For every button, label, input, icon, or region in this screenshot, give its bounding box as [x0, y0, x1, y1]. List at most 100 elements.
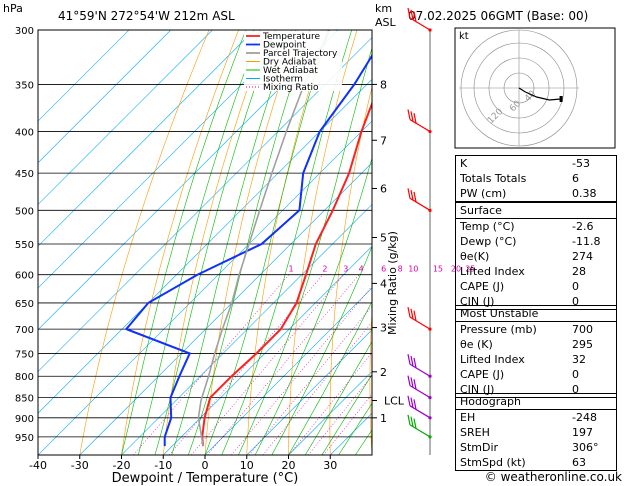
wind-barb-shaft: [409, 316, 431, 330]
wind-barb-dot: [428, 129, 432, 134]
table-row: Totals Totals 6: [456, 171, 616, 186]
row-label: EH: [460, 411, 476, 424]
datetime-label: 07.02.2025 06GMT (Base: 00): [408, 9, 588, 23]
series-line-temperature: [201, 100, 372, 447]
wind-barb-flag: [410, 377, 414, 388]
asl-unit-label: ASL: [375, 16, 397, 29]
wind-barb-shaft: [409, 119, 431, 133]
wind-barb-dot: [428, 28, 432, 32]
row-value: 274: [572, 250, 593, 263]
isotherm-line: [246, 329, 372, 455]
wind-barbs: [407, 7, 432, 455]
height-tick-label: 7: [380, 134, 387, 147]
row-value: 28: [572, 265, 586, 278]
wet-adiabat-line: [338, 402, 372, 455]
height-axis: 8 7 6 5 4 3 2 LCL 1: [372, 78, 405, 425]
table-row: CIN (J) 0: [456, 294, 616, 309]
row-value: -2.6: [572, 220, 594, 233]
x-tick-label: -20: [113, 459, 131, 472]
profiles: [124, 30, 372, 447]
wind-barb-flag: [410, 397, 414, 408]
mixing-ratio-value-label: 1: [289, 265, 294, 274]
pressure-tick-label: 350: [15, 80, 34, 91]
wind-barb: [407, 354, 432, 378]
wind-barb-dot: [428, 416, 432, 420]
hodograph-trace: [518, 87, 561, 101]
wind-barb: [407, 375, 432, 400]
row-value: 197: [572, 426, 593, 439]
x-tick-label: 30: [323, 459, 337, 472]
hodograph-end-marker: [559, 96, 563, 102]
wind-barb-flag: [410, 355, 414, 367]
row-label: Dewp (°C): [460, 235, 517, 248]
row-label: CIN (J): [460, 383, 495, 396]
wind-barb-flag: [407, 375, 411, 386]
x-tick-label: -30: [71, 459, 89, 472]
index-label: Totals Totals: [460, 172, 527, 185]
wind-barb-flag: [407, 109, 411, 120]
surface-table: Surface Temp (°C) -2.6 Dewp (°C) -11.8 θe(…: [455, 202, 617, 310]
row-value: 0: [572, 383, 579, 396]
pressure-tick-label: 500: [15, 206, 34, 217]
index-value: -53: [572, 157, 590, 170]
row-value: 295: [572, 338, 593, 351]
wind-barb-dot: [428, 435, 432, 439]
pressure-tick-label: 650: [15, 299, 34, 310]
height-tick-label: 5: [380, 231, 387, 244]
pressure-tick-label: 900: [15, 414, 34, 425]
mixing-ratio-line: [133, 274, 290, 455]
mixing-ratio-axis-label: Mixing Ratio (g/kg): [386, 231, 399, 335]
x-tick-label: 0: [202, 459, 209, 472]
wind-barb-dot: [428, 208, 432, 212]
index-label: K: [460, 157, 468, 170]
wind-barb-flag: [413, 113, 417, 124]
table-row: Lifted Index 32: [456, 352, 616, 367]
plot-background: [38, 30, 372, 455]
index-label: PW (cm): [460, 187, 507, 200]
series-line-dewpoint: [124, 53, 372, 447]
wind-barb-flag: [413, 357, 417, 368]
mixing-ratio-value-label: 25: [465, 265, 475, 274]
legend-entry: Wet Adiabat: [263, 66, 318, 76]
wind-barb: [407, 306, 432, 331]
hodograph-table: Hodograph EH -248 SREH 197 StmDir 306° StmS…: [455, 393, 617, 471]
wind-barb-shaft: [409, 385, 431, 399]
wind-barb-flag: [407, 306, 411, 318]
wind-barb-flag: [407, 414, 411, 426]
x-tick-label: 20: [282, 459, 296, 472]
wind-barb-flag: [413, 11, 417, 22]
x-tick-label: -40: [29, 459, 47, 472]
wind-barb-flag: [410, 9, 414, 20]
wind-barb: [407, 188, 432, 212]
mixing-ratio-value-label: 2: [322, 265, 327, 274]
x-tick-label: 10: [240, 459, 254, 472]
indices-table: K -53 Totals Totals 6 PW (cm) 0.38: [455, 155, 617, 202]
table-row: Temp (°C) -2.6: [456, 219, 616, 234]
isotherm-line: [288, 371, 372, 455]
row-value: 700: [572, 323, 593, 336]
row-label: Pressure (mb): [460, 323, 537, 336]
table-row: SREH 197: [456, 425, 616, 440]
isotherm-line: [38, 30, 172, 164]
wind-barb-flag: [413, 418, 417, 429]
isotherm-line: [163, 245, 372, 455]
wind-barb-shaft: [409, 405, 431, 419]
wind-barb-dot: [428, 374, 432, 378]
table-row: Pressure (mb) 700: [456, 322, 616, 337]
wind-barb-dot: [428, 396, 432, 400]
wind-barb-shaft: [409, 424, 431, 438]
wind-barb-flag: [407, 354, 411, 365]
mixing-ratio-value-label: 10: [408, 265, 418, 274]
wind-barb-flag: [413, 379, 417, 390]
x-axis-label: Dewpoint / Temperature (°C): [112, 471, 299, 486]
wet-adiabat-line: [304, 340, 372, 455]
mixing-ratio-value-label: 8: [398, 265, 403, 274]
row-value: 63: [572, 456, 586, 469]
wind-barb-flag: [410, 416, 414, 427]
hodograph-unit-label: kt: [459, 31, 469, 42]
isotherm-line: [38, 30, 130, 122]
wind-barb: [407, 414, 432, 439]
row-value: 306°: [572, 441, 599, 454]
pressure-tick-label: 750: [15, 349, 34, 360]
